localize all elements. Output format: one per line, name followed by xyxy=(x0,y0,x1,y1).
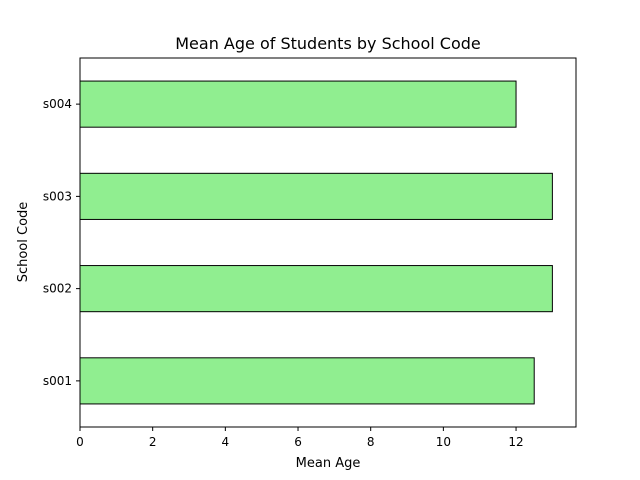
y-ticks-group: s001 s002 s003 s004 xyxy=(43,97,80,388)
x-tick-label-0: 0 xyxy=(76,435,84,449)
chart-title: Mean Age of Students by School Code xyxy=(175,34,481,53)
plot-frame xyxy=(79,57,577,428)
bars-group xyxy=(79,80,553,405)
x-tick-label-6: 6 xyxy=(294,435,302,449)
x-tick-label-8: 8 xyxy=(367,435,375,449)
x-tick-label-2: 2 xyxy=(149,435,157,449)
y-tick-label-s001: s001 xyxy=(43,374,72,388)
x-tick-label-12: 12 xyxy=(508,435,523,449)
y-tick-label-s004: s004 xyxy=(43,97,72,111)
x-tick-label-10: 10 xyxy=(436,435,451,449)
bar-s003 xyxy=(79,172,553,220)
x-tick-label-4: 4 xyxy=(222,435,230,449)
y-tick-label-s002: s002 xyxy=(43,282,72,296)
y-tick-label-s003: s003 xyxy=(43,189,72,203)
x-axis-label: Mean Age xyxy=(296,456,361,471)
y-axis-label: School Code xyxy=(16,202,31,283)
bar-s001 xyxy=(79,357,535,405)
bar-s002 xyxy=(79,265,553,313)
bar-s004 xyxy=(79,80,517,128)
x-ticks-group: 0 2 4 6 8 10 12 xyxy=(76,427,524,449)
